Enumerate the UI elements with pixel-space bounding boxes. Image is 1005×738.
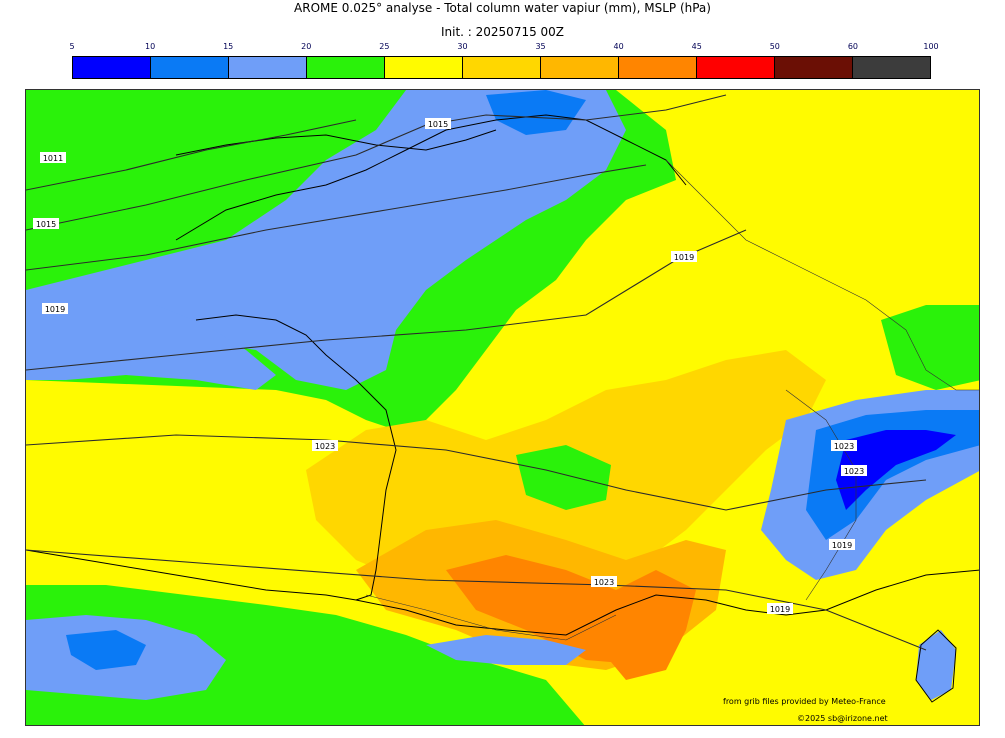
colorbar-segment	[775, 57, 853, 78]
colorbar-tick-label: 35	[535, 42, 546, 51]
isobar-label: 1015	[33, 218, 59, 229]
isobar-labels: 1011 1015 1015 1019 1019 1023 1023 1023 …	[33, 118, 867, 614]
svg-text:1015: 1015	[36, 220, 56, 229]
colorbar-tick-label: 50	[769, 42, 780, 51]
tcwv-15-20-area-west	[26, 305, 276, 390]
tcwv-alps-darkest	[836, 430, 956, 510]
colorbar-tick-label: 10	[144, 42, 156, 51]
colorbar-segment	[619, 57, 697, 78]
map-title: AROME 0.025° analyse - Total column wate…	[294, 1, 711, 15]
svg-text:1015: 1015	[428, 120, 448, 129]
copyright-credit: ©2025 sb@irizone.net	[797, 714, 888, 723]
colorbar-tick-label: 40	[613, 42, 624, 51]
svg-text:1023: 1023	[834, 442, 854, 451]
colorbar-segment	[307, 57, 385, 78]
isobar-label: 1019	[829, 539, 855, 550]
tcwv-spain-darkblue	[66, 630, 146, 670]
colorbar-tick-label: 45	[691, 42, 702, 51]
tcwv-corsica-blue	[916, 630, 956, 700]
colorbar-tick-label: 100	[923, 42, 939, 51]
tcwv-20-25-patch-center	[516, 445, 611, 510]
isobar-label: 1019	[42, 303, 68, 314]
colorbar-ticks: 5 10 15 20 25 30 35 40 45 50 60 100	[69, 42, 938, 54]
isobar-label: 1019	[671, 251, 697, 262]
isobar-label: 1019	[767, 603, 793, 614]
data-source-credit: from grib files provided by Meteo-France	[723, 697, 886, 706]
colorbar-tick-label: 20	[301, 42, 312, 51]
tcwv-pyrenees-blue	[426, 635, 586, 665]
colorbar-tick-label: 25	[379, 42, 390, 51]
colorbar-tick-label: 5	[69, 42, 75, 51]
svg-text:1019: 1019	[832, 541, 852, 550]
svg-text:1023: 1023	[844, 467, 864, 476]
colorbar-tick-label: 60	[847, 42, 858, 51]
colorbar-segment	[541, 57, 619, 78]
colorbar-tick-label: 15	[223, 42, 234, 51]
tcwv-40-45-area-gulf	[601, 600, 686, 680]
isobar-label: 1023	[591, 576, 617, 587]
colorbar-segment	[463, 57, 541, 78]
svg-text:1011: 1011	[43, 154, 63, 163]
colorbar-segment	[697, 57, 775, 78]
colorbar-legend	[72, 56, 931, 79]
tcwv-20-25-patch-northeast	[881, 305, 979, 390]
svg-text:1023: 1023	[594, 578, 614, 587]
svg-text:1023: 1023	[315, 442, 335, 451]
map-canvas: 1011 1015 1015 1019 1019 1023 1023 1023 …	[26, 90, 979, 725]
coastlines	[26, 114, 979, 703]
weather-map: 1011 1015 1015 1019 1019 1023 1023 1023 …	[25, 89, 980, 726]
borders	[365, 159, 979, 641]
colorbar-segment	[385, 57, 463, 78]
tcwv-10-15-patch-north	[486, 90, 586, 135]
isobar-label: 1023	[831, 440, 857, 451]
colorbar-tick-label: 30	[457, 42, 468, 51]
init-time: Init. : 20250715 00Z	[440, 25, 565, 39]
colorbar-segment	[853, 57, 930, 78]
colorbar-segment	[73, 57, 151, 78]
isobar-label: 1023	[312, 440, 338, 451]
svg-text:1019: 1019	[674, 253, 694, 262]
isobar-label: 1011	[40, 152, 66, 163]
isobar-label: 1015	[425, 118, 451, 129]
svg-text:1019: 1019	[770, 605, 790, 614]
isobar-label: 1023	[841, 465, 867, 476]
svg-text:1019: 1019	[45, 305, 65, 314]
colorbar-segment	[229, 57, 307, 78]
colorbar-segment	[151, 57, 229, 78]
